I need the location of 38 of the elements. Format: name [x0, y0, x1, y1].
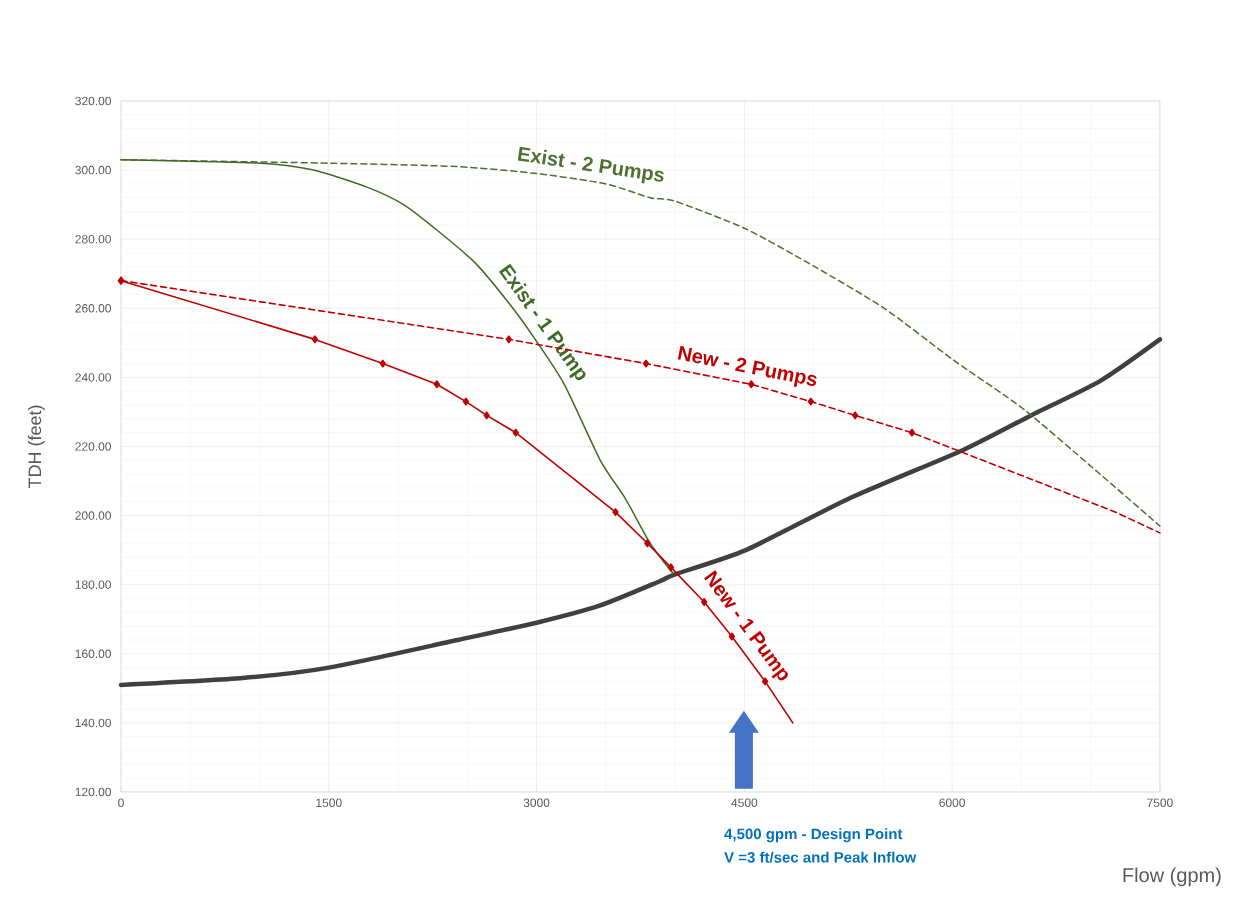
- y-tick-label: 200.00: [75, 511, 112, 520]
- point: [433, 380, 441, 389]
- point: [612, 508, 619, 517]
- x-tick-label: 1500: [316, 798, 342, 808]
- point: [642, 359, 650, 368]
- point: [728, 632, 736, 641]
- x-tick-label: 3000: [523, 798, 550, 808]
- point: [483, 411, 490, 420]
- point: [311, 335, 319, 344]
- y-tick-label: 300.00: [75, 165, 112, 175]
- y-tick-label: 260.00: [75, 304, 112, 313]
- point: [379, 359, 387, 368]
- point: [505, 335, 513, 344]
- point: [807, 397, 815, 406]
- text: Exist - 2 Pumps: [517, 146, 664, 184]
- y-tick-label: 240.00: [75, 373, 112, 382]
- y-tick-label: 320.00: [75, 96, 112, 106]
- y-tick-label: 120.00: [75, 787, 112, 797]
- x-tick-label: 7500: [1147, 798, 1173, 808]
- x-axis-title: Flow (gpm): [1123, 867, 1221, 887]
- point: [667, 563, 675, 572]
- point: [851, 411, 859, 420]
- text: 4,500 gpm - Design Point: [724, 828, 903, 843]
- text: V =3 ft/sec and Peak Inflow: [724, 851, 917, 863]
- point: [462, 397, 470, 406]
- y-tick-label: 160.00: [75, 649, 112, 659]
- y-tick-label: 180.00: [75, 580, 112, 589]
- y-axis-title: TDH (feet): [27, 405, 45, 489]
- point: [644, 539, 651, 548]
- x-tick-label: 4500: [731, 798, 758, 808]
- y-tick-label: 280.00: [75, 234, 112, 244]
- y-tick-label: 220.00: [75, 442, 112, 451]
- text: New - 2 Pumps: [677, 345, 817, 387]
- x-tick-label: 6000: [939, 798, 965, 808]
- point: [908, 428, 916, 437]
- point: [512, 428, 519, 437]
- y-tick-label: 140.00: [75, 718, 112, 728]
- x-tick-label: 0: [118, 798, 124, 808]
